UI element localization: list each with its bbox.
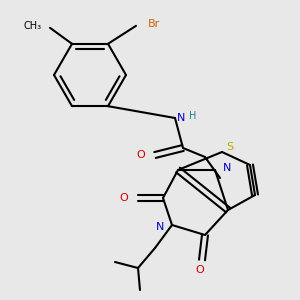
Text: O: O	[136, 150, 145, 160]
Text: CH₃: CH₃	[24, 21, 42, 31]
Text: S: S	[226, 142, 234, 152]
Text: O: O	[119, 193, 128, 203]
Text: N: N	[177, 113, 185, 123]
Text: N: N	[223, 163, 231, 173]
Text: N: N	[156, 222, 164, 232]
Text: H: H	[189, 111, 196, 121]
Text: O: O	[196, 265, 204, 275]
Text: Br: Br	[148, 19, 160, 29]
